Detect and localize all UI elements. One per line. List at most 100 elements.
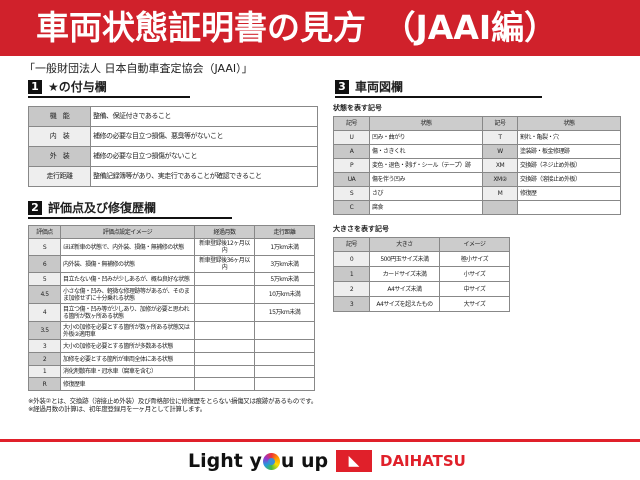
table-cell: 状態 [369,116,483,131]
table-cell: 補修の必要な目立つ損傷がないこと [90,146,318,167]
table-cell: 6 [28,255,61,273]
table-cell [254,377,315,391]
table-cell: 内外装、損傷・無補修の状態 [60,255,195,273]
table-cell [194,377,255,391]
daihatsu-logo: DAIHATSU [380,452,466,470]
table-row: C 腐食 [333,200,621,215]
table-cell: 5 [28,272,61,286]
table-cell [194,339,255,353]
table-cell [517,200,621,215]
table-row: 0 500円玉サイズ未満 極小サイズ [333,251,510,267]
notes: ※外装②とは、交換跡（溶接止め外装）及び骨格部位に修復歴をとらない損傷又は痕跡が… [28,397,328,413]
star-table: 機 能整備、保証付きであること内 装補修の必要な目立つ損傷、悪臭等がないこと外 … [28,106,318,187]
table-cell: 記号 [482,116,518,131]
table-cell: 評価点設定イメージ [60,225,195,239]
table-row: 3.5 大小の加修を必要とする箇所が数ヶ所ある状態又は外板②適用車 [28,321,315,340]
daihatsu-emblem-icon: ◣ [336,450,372,472]
table-row: U 凹み・曲がり T 割れ・亀裂・穴 [333,130,621,145]
organization-subtitle: 「一般財団法人 日本自動車査定協会（JAAI）」 [24,62,253,75]
table-row: S ほぼ新車の状態で、内外装、損傷・無補修の状態 新車登録後12ヶ月以内 1万km未満 [28,238,315,256]
table-cell: 腐食 [369,200,483,215]
table-row: 1 カードサイズ未満 小サイズ [333,266,510,282]
table-cell: 2 [28,352,61,366]
table-cell: 評価点 [28,225,61,239]
table-row: S さび M 修復歴 [333,186,621,201]
table-cell: 3 [333,296,370,312]
note: ※外装②とは、交換跡（溶接止め外装）及び骨格部位に修復歴をとらない損傷又は痕跡が… [28,397,318,405]
table-row: 3 大小の加修を必要とする箇所が多数ある状態 [28,339,315,353]
table-cell: XM [482,158,518,173]
table-cell: P [333,158,370,173]
table-cell [254,365,315,378]
table-cell: 内 装 [28,126,91,147]
page-title: 車両状態証明書の見方 （JAAI編） [0,0,640,56]
table-cell: カードサイズ未満 [369,266,440,282]
footer-divider [0,439,640,442]
table-cell: 傷を伴う凹み [369,172,483,187]
table-cell: 15万km未満 [254,303,315,322]
table-cell: 修復歴車 [60,377,195,391]
table-cell: 記号 [333,116,370,131]
table-cell: 新車登録後12ヶ月以内 [194,238,255,256]
table-row: 4 目立つ傷・凹み等が少しあり、加修が必要と思われる箇所が数ヶ所ある状態 15万km… [28,303,315,322]
table-row: 6 内外装、損傷・無補修の状態 新車登録後36ヶ月以内 3万km未満 [28,255,315,273]
rainbow-ring-icon [262,452,280,470]
slogan-part: Light y [188,450,262,472]
table-row: 2 加修を必要とする箇所が車両全体にある状態 [28,352,315,366]
right-column: 3 車両図欄 状態を表す記号 記号 状態 記号 状態 U 凹み・曲がり T 割れ・亀裂・穴 A 傷・… [333,80,623,312]
table-header: 記号 状態 記号 状態 [333,116,621,131]
table-cell: 交換跡（ネジ止め外板） [517,158,621,173]
light-you-up-logo: Light y u up [188,449,328,473]
table-row: 走行距離 整備記録簿等があり、実走行であることが確認できること [28,166,318,187]
table-cell: ほぼ新車の状態で、内外装、損傷・無補修の状態 [60,238,195,256]
table-cell: 小さな傷・凹み、軽微な修理跡等があるが、そのまま加修せずに十分乗れる状態 [60,285,195,304]
section-number: 2 [28,201,42,215]
table-cell: 加修を必要とする箇所が車両全体にある状態 [60,352,195,366]
table-row: 3 A4サイズを超えたもの 大サイズ [333,296,510,312]
table-cell: 1 [28,365,61,378]
table-cell: 経過月数 [194,225,255,239]
left-column: 1 ★の付与欄 機 能整備、保証付きであること内 装補修の必要な目立つ損傷、悪臭等… [28,80,328,413]
table-cell: C [333,200,370,215]
section-title: 車両図欄 [355,80,404,94]
note: ※経過月数の計算は、初年度登録月を一ヶ月として計算します。 [28,405,206,413]
table-cell: 走行距離 [254,225,315,239]
table-cell: U [333,130,370,145]
table-cell: 大小の加修を必要とする箇所が数ヶ所ある状態又は外板②適用車 [60,321,195,340]
table-cell: 2 [333,281,370,297]
section-title: ★の付与欄 [48,80,107,94]
table-cell [194,303,255,322]
table-cell: 4.5 [28,285,61,304]
table-cell: 4 [28,303,61,322]
state-symbol-table: 記号 状態 記号 状態 U 凹み・曲がり T 割れ・亀裂・穴 A 傷・さきくれ W 塗装跡・板金修理跡… [333,116,621,215]
table-cell: 補修の必要な目立つ損傷、悪臭等がないこと [90,126,318,147]
table-row: 1 消化剤散布車・冠水車（腐車を含む） [28,365,315,378]
table-row: A 傷・さきくれ W 塗装跡・板金修理跡 [333,144,621,159]
table-cell: 凹み・曲がり [369,130,483,145]
table-row: 外 装補修の必要な目立つ損傷がないこと [28,146,318,167]
table-cell: 大きさ [369,237,440,252]
section-3-header: 3 車両図欄 [335,80,542,98]
table-cell: 大小の加修を必要とする箇所が多数ある状態 [60,339,195,353]
table-cell: 3.5 [28,321,61,340]
table-header: 評価点 評価点設定イメージ 経過月数 走行距離 [28,225,315,239]
table-cell: 割れ・亀裂・穴 [517,130,621,145]
table-row: UA 傷を伴う凹み XM② 交換跡（溶接止め外板） [333,172,621,187]
table-cell: 1万km未満 [254,238,315,256]
table-cell: 変色・退色・剥げ・シール（テープ）跡 [369,158,483,173]
table-row: 2 A4サイズ未満 中サイズ [333,281,510,297]
table-cell: 500円玉サイズ未満 [369,251,440,267]
table-cell: 3 [28,339,61,353]
table-cell: 機 能 [28,106,91,127]
table-cell: UA [333,172,370,187]
table-cell: S [28,238,61,256]
table-cell [194,285,255,304]
table-cell [194,272,255,286]
table-cell: 中サイズ [439,281,510,297]
section-2-header: 2 評価点及び修復歴欄 [28,201,232,219]
section-number: 1 [28,80,42,94]
table-cell: 整備記録簿等があり、実走行であることが確認できること [90,166,318,187]
table-row: 5 目立たない傷・凹みが少しあるが、概ね良好な状態 5万km未満 [28,272,315,286]
state-caption: 状態を表す記号 [333,104,382,112]
size-caption: 大きさを表す記号 [333,225,389,233]
